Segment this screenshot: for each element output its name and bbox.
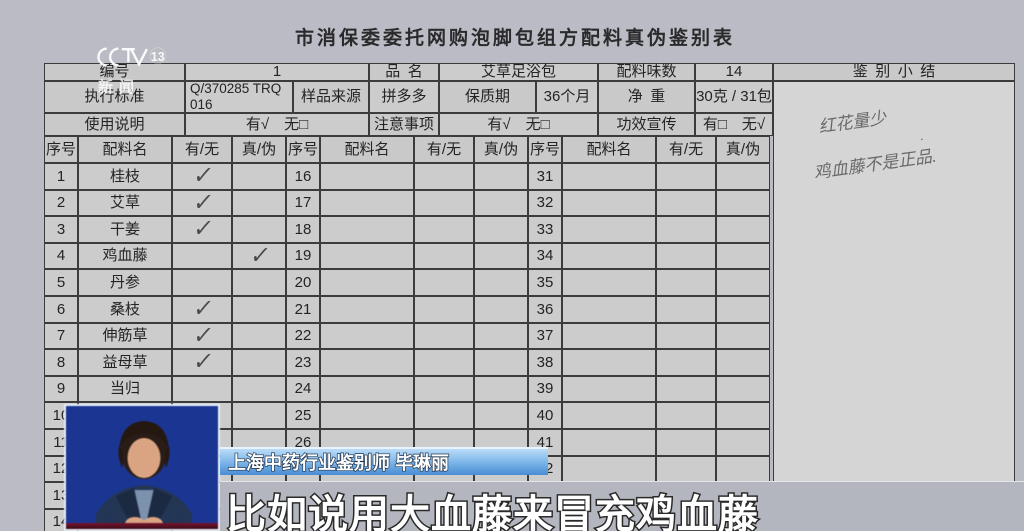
svg-text:13: 13 — [151, 50, 165, 64]
